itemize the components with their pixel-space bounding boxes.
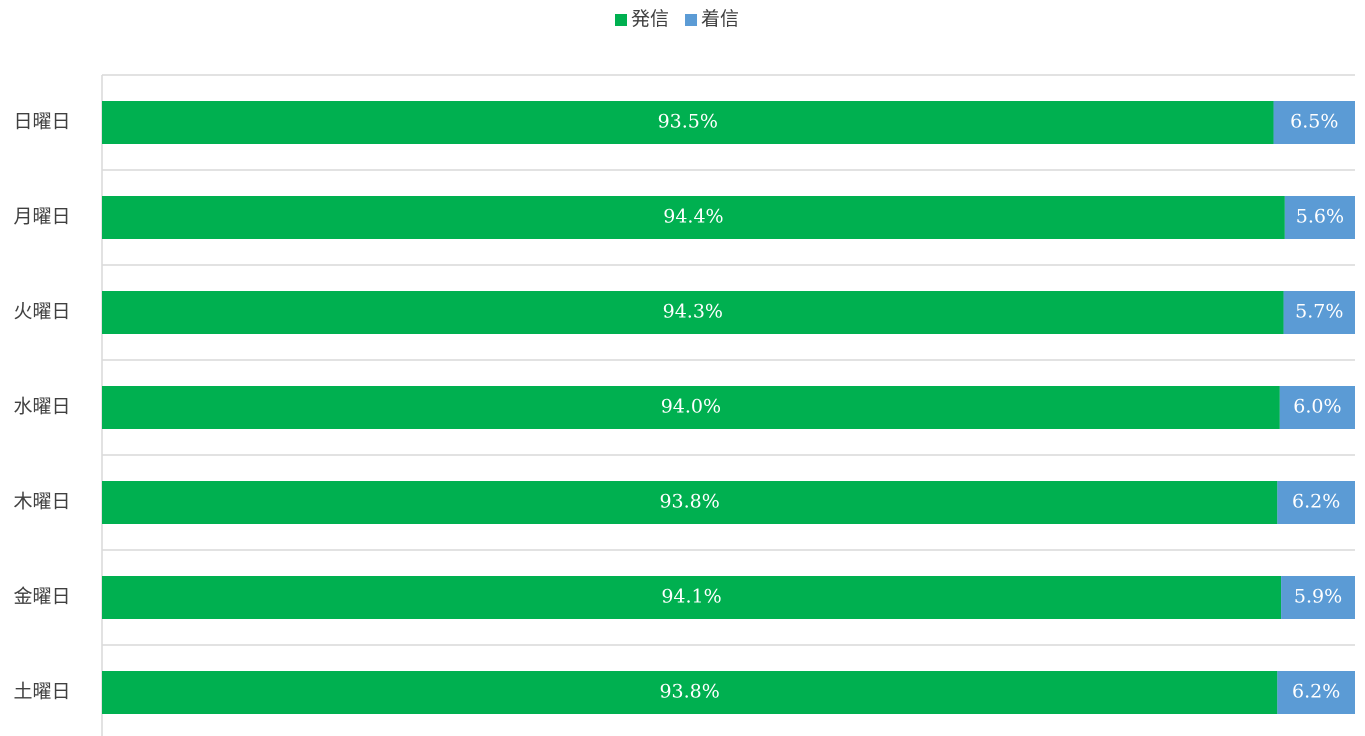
y-tick-label: 月曜日 (13, 206, 70, 228)
data-label: 93.8% (659, 681, 719, 703)
data-label: 5.6% (1296, 206, 1344, 228)
data-label: 93.5% (658, 111, 718, 133)
bar-segment (1279, 386, 1355, 429)
y-tick-label: 火曜日 (13, 301, 70, 323)
bar-segment (102, 576, 1282, 619)
y-tick-label: 土曜日 (13, 681, 70, 703)
bar-segment (102, 101, 1274, 144)
bar-segment (1277, 671, 1355, 714)
y-tick-label: 金曜日 (13, 586, 70, 608)
bar-segment (1273, 101, 1355, 144)
data-label: 6.2% (1292, 681, 1340, 703)
legend-swatch (615, 14, 627, 26)
data-label: 93.8% (659, 491, 719, 513)
legend-swatch (685, 14, 698, 26)
data-label: 6.2% (1292, 491, 1340, 513)
bar-segment (1283, 291, 1355, 334)
data-label: 94.4% (663, 206, 723, 228)
bar-segment (1281, 576, 1355, 619)
bar-segment (102, 481, 1278, 524)
data-label: 94.3% (663, 301, 723, 323)
y-tick-label: 水曜日 (13, 396, 70, 418)
data-label: 6.0% (1293, 396, 1341, 418)
legend-label: 着信 (701, 8, 739, 30)
bar-segment (102, 386, 1280, 429)
data-label: 94.0% (661, 396, 721, 418)
bar-segment (102, 291, 1284, 334)
bar-segment (1277, 481, 1355, 524)
data-label: 94.1% (661, 586, 721, 608)
data-label: 6.5% (1290, 111, 1338, 133)
y-tick-label: 木曜日 (13, 491, 70, 513)
y-tick-label: 日曜日 (13, 111, 70, 133)
bar-segment (1284, 196, 1355, 239)
data-label: 5.9% (1294, 586, 1342, 608)
legend-label: 発信 (631, 8, 669, 30)
bar-segment (102, 196, 1285, 239)
data-label: 5.7% (1295, 301, 1343, 323)
bar-segment (102, 671, 1278, 714)
